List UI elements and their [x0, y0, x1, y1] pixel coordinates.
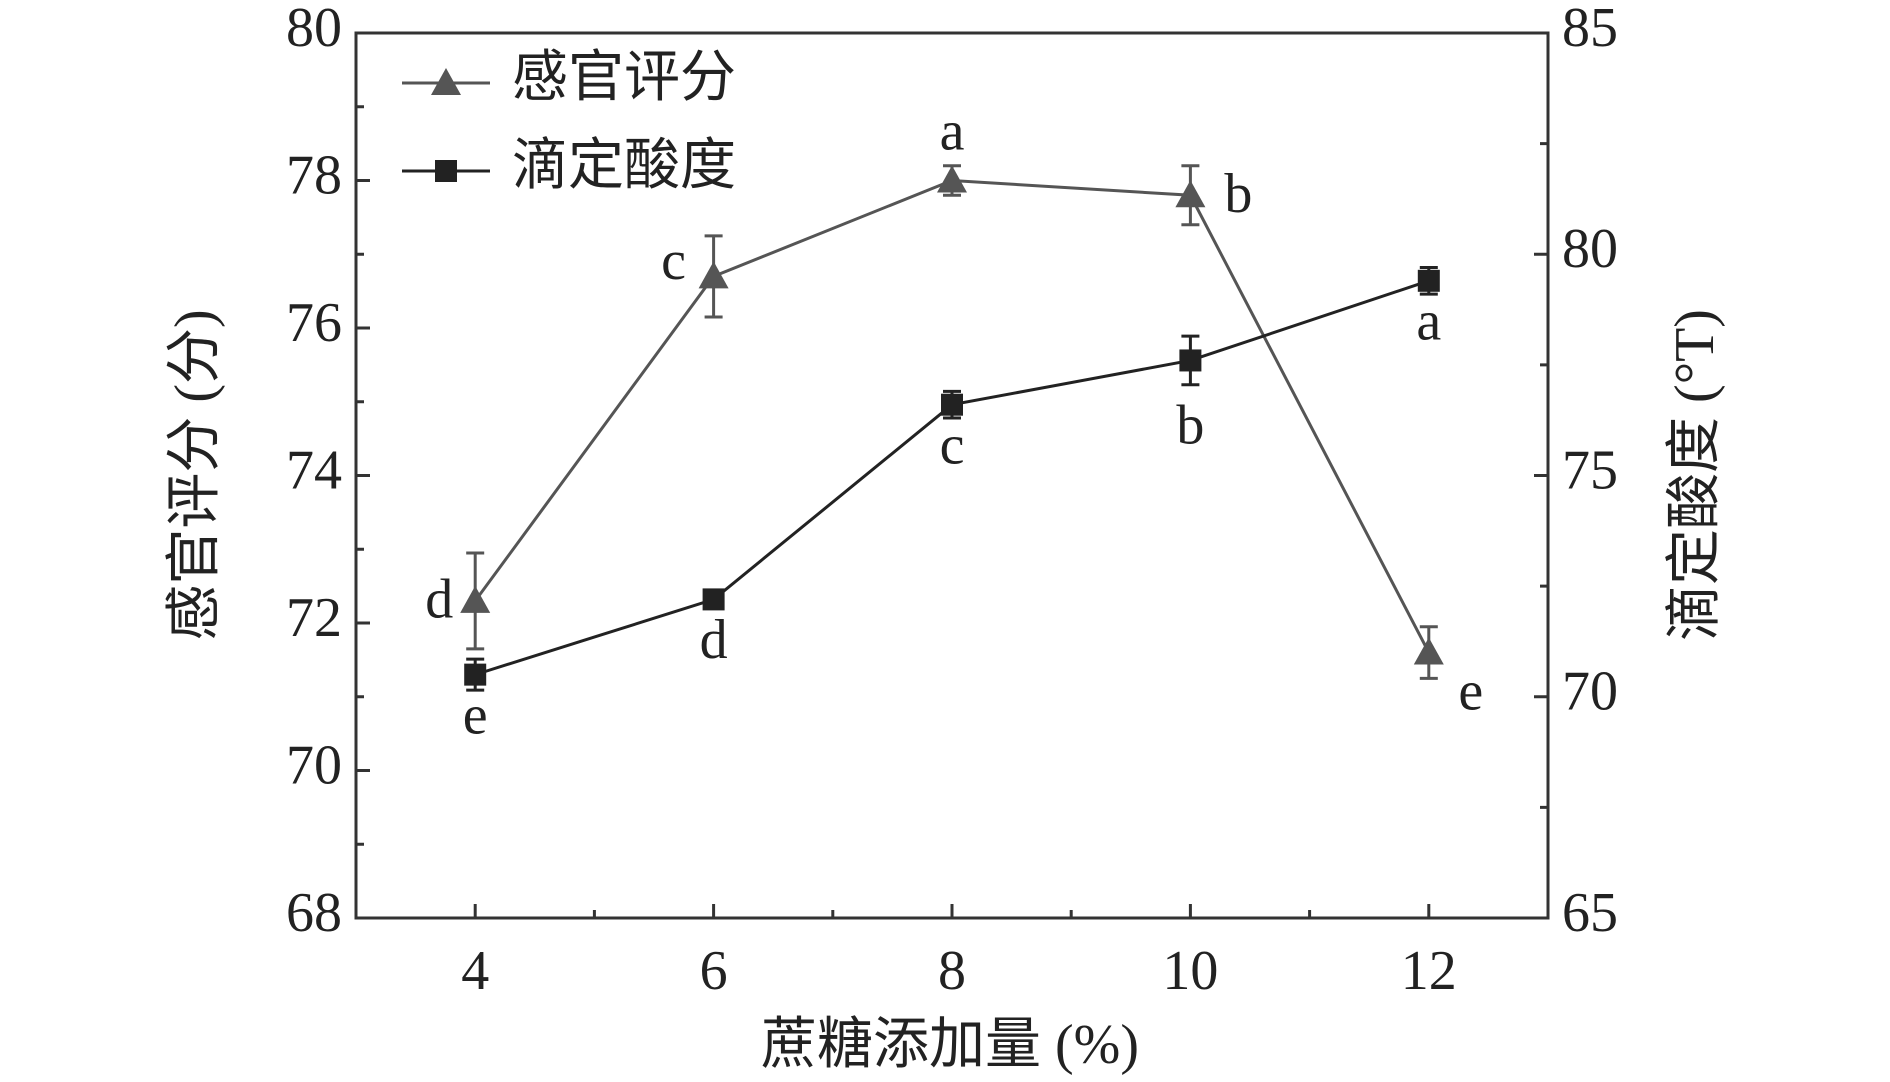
y2-tick-label: 85	[1562, 0, 1618, 59]
legend-label: 滴定酸度	[512, 135, 736, 197]
data-point	[1413, 637, 1444, 665]
y-tick-label: 78	[286, 144, 342, 206]
legend-marker	[435, 160, 457, 182]
data-point	[698, 261, 729, 289]
x-tick-label: 8	[938, 940, 966, 1002]
significance-label: d	[700, 609, 728, 671]
data-point	[937, 165, 967, 193]
significance-label: e	[1458, 660, 1483, 722]
y-axis-title: 感官评分 (分)	[164, 309, 226, 640]
data-point	[702, 588, 725, 611]
legend-marker	[431, 68, 461, 95]
data-point	[464, 663, 487, 686]
y-tick-label: 70	[286, 734, 342, 796]
y2-tick-label: 65	[1562, 882, 1618, 944]
y-tick-label: 74	[286, 439, 342, 501]
significance-label: c	[940, 415, 965, 477]
y-tick-label: 76	[286, 292, 342, 354]
y2-tick-label: 75	[1562, 439, 1618, 501]
data-point	[1179, 349, 1202, 372]
y-tick-label: 68	[286, 882, 342, 944]
y2-axis-title: 滴定酸度 (°T)	[1664, 309, 1726, 641]
legend-label: 感官评分	[512, 47, 736, 109]
x-tick-label: 10	[1162, 940, 1218, 1002]
y2-tick-label: 80	[1562, 218, 1618, 280]
x-axis-title: 蔗糖添加量 (%)	[761, 1014, 1139, 1076]
data-point	[1175, 180, 1206, 208]
x-tick-label: 12	[1401, 940, 1457, 1002]
significance-label: a	[940, 100, 965, 162]
series-line	[474, 279, 1430, 677]
significance-label: d	[425, 569, 453, 631]
y2-tick-label: 70	[1562, 661, 1618, 723]
data-point	[460, 585, 491, 613]
significance-label: e	[463, 684, 488, 746]
significance-label: b	[1224, 163, 1252, 225]
data-point	[1417, 269, 1440, 292]
data-point	[941, 393, 963, 416]
significance-label: a	[1416, 291, 1441, 353]
y-tick-label: 80	[286, 0, 342, 59]
x-tick-label: 6	[700, 940, 728, 1002]
significance-label: b	[1176, 394, 1204, 456]
x-tick-label: 4	[461, 940, 489, 1002]
y-tick-label: 72	[286, 587, 342, 649]
significance-label: c	[661, 230, 686, 292]
